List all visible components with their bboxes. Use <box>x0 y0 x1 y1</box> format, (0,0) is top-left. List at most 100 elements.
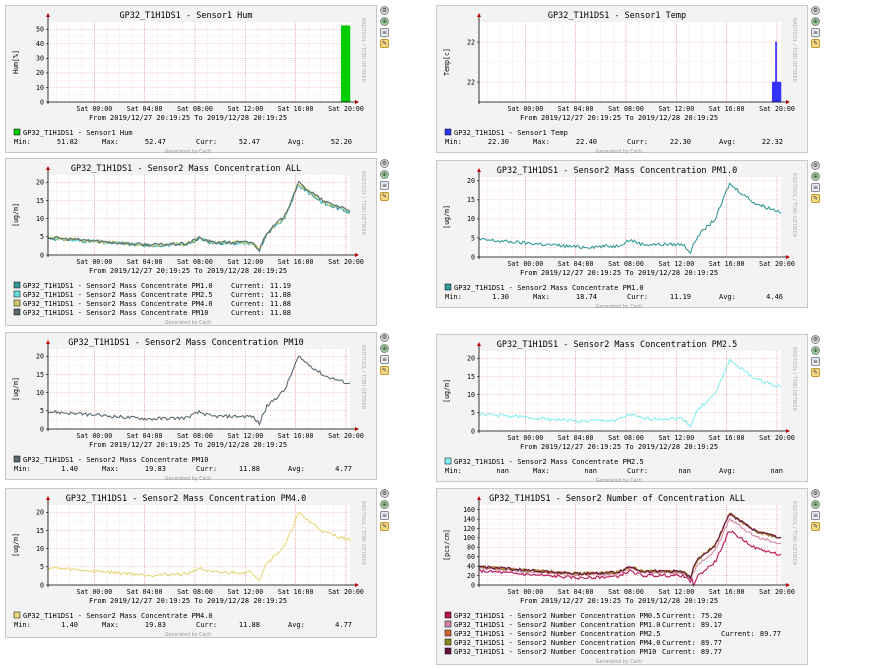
gear-icon[interactable]: ⚙ <box>811 335 820 344</box>
y-tick-label: 20 <box>36 353 44 361</box>
series-line <box>47 355 351 427</box>
legend-swatch <box>444 283 452 291</box>
y-tick-label: 5 <box>471 234 475 242</box>
legend-current-label: Current: <box>231 300 265 308</box>
y-tick-label: 20 <box>467 572 475 580</box>
x-tick-label: Sat 12:00 <box>227 588 263 596</box>
x-tick-label: Sat 00:00 <box>507 434 543 442</box>
graph-hum[interactable]: 0 10 20 30 40 50 Sat 00:00 Sat 04:00 Sat 08:00 Sa… <box>5 5 377 155</box>
gear-icon[interactable]: ⚙ <box>811 161 820 170</box>
legend-name: GP32_T1H1DS1 - Sensor2 Mass Concentrate … <box>454 458 644 466</box>
list-icon[interactable]: ≡ <box>380 511 389 520</box>
y-tick-label: 0 <box>471 427 475 435</box>
gear-icon[interactable]: ⚙ <box>811 6 820 15</box>
y-tick-label: 0 <box>471 253 475 261</box>
y-tick-label: 20 <box>467 177 475 185</box>
graph-mass_pm10[interactable]: 0 5 10 15 20 Sat 00:00 Sat 04:00 Sat 08:00 Sat 1… <box>5 332 377 482</box>
x-axis-arrow <box>355 253 359 257</box>
graph-actions: ⚙ ⊕ ≡ ✎ <box>379 488 391 533</box>
series-line <box>47 180 351 252</box>
x-tick-label: Sat 16:00 <box>278 588 314 596</box>
legend-current-value: 89.17 <box>701 621 722 629</box>
rrdtool-watermark: RRDTOOL / TOBI OETIKER <box>360 345 366 410</box>
edit-icon[interactable]: ✎ <box>811 522 820 531</box>
y-tick-label: 15 <box>36 527 44 535</box>
legend-name: GP32_T1H1DS1 - Sensor1 Hum <box>23 129 133 137</box>
legend-swatch <box>13 290 21 298</box>
list-icon[interactable]: ≡ <box>811 357 820 366</box>
list-icon[interactable]: ≡ <box>380 355 389 364</box>
list-icon[interactable]: ≡ <box>380 181 389 190</box>
x-tick-label: Sat 08:00 <box>608 260 644 268</box>
zoom-icon[interactable]: ⊕ <box>380 500 389 509</box>
legend-stat-label: Curr: <box>627 293 648 301</box>
edit-icon[interactable]: ✎ <box>380 366 389 375</box>
x-tick-label: Sat 12:00 <box>227 432 263 440</box>
edit-icon[interactable]: ✎ <box>811 194 820 203</box>
y-axis-arrow <box>46 340 50 344</box>
legend-stat-value: 4.46 <box>766 293 783 301</box>
gear-icon[interactable]: ⚙ <box>380 333 389 342</box>
edit-icon[interactable]: ✎ <box>380 192 389 201</box>
zoom-icon[interactable]: ⊕ <box>380 344 389 353</box>
legend-current-value: 11.88 <box>270 291 291 299</box>
zoom-icon[interactable]: ⊕ <box>380 17 389 26</box>
legend-stat-label: Avg: <box>719 138 736 146</box>
graph-num_all[interactable]: 0 20 40 60 80 100 120 140 160 Sat 00:00 Sat 04:00 S… <box>436 488 808 665</box>
zoom-icon[interactable]: ⊕ <box>811 17 820 26</box>
y-tick-label: 40 <box>467 562 475 570</box>
legend-stat-value: 22.32 <box>762 138 783 146</box>
list-icon[interactable]: ≡ <box>811 183 820 192</box>
edit-icon[interactable]: ✎ <box>811 39 820 48</box>
plot-area <box>48 349 350 429</box>
legend-stat-value: nan <box>496 467 509 475</box>
list-icon[interactable]: ≡ <box>811 511 820 520</box>
legend-current-value: 11.88 <box>270 300 291 308</box>
gear-icon[interactable]: ⚙ <box>380 6 389 15</box>
gear-icon[interactable]: ⚙ <box>811 489 820 498</box>
legend-stat-value: 4.77 <box>335 621 352 629</box>
x-tick-label: Sat 08:00 <box>608 434 644 442</box>
legend-stat-value: 4.77 <box>335 465 352 473</box>
list-icon[interactable]: ≡ <box>811 28 820 37</box>
zoom-icon[interactable]: ⊕ <box>811 172 820 181</box>
y-tick-label: 100 <box>463 534 475 542</box>
legend-stat-value: 19.83 <box>145 621 166 629</box>
edit-icon[interactable]: ✎ <box>380 522 389 531</box>
y-tick-label: 10 <box>36 545 44 553</box>
graph-actions: ⚙ ⊕ ≡ ✎ <box>810 488 822 533</box>
legend-current-label: Current: <box>231 309 265 317</box>
graph-mass_pm40[interactable]: 0 5 10 15 20 Sat 00:00 Sat 04:00 Sat 08:00 Sat 1… <box>5 488 377 638</box>
chart-svg: 0 5 10 15 20 Sat 00:00 Sat 04:00 Sat 08:00 Sat 1… <box>12 494 366 638</box>
x-tick-label: Sat 12:00 <box>658 260 694 268</box>
legend-swatch <box>13 308 21 316</box>
zoom-icon[interactable]: ⊕ <box>811 500 820 509</box>
y-axis-label: Hum[%] <box>12 50 20 74</box>
graph-temp[interactable]: 22 22 Sat 00:00 Sat 04:00 Sat 08:00 Sat 12:00… <box>436 5 808 155</box>
y-tick-label: 15 <box>36 371 44 379</box>
series-area <box>771 41 782 103</box>
gear-icon[interactable]: ⚙ <box>380 159 389 168</box>
legend-stat-value: 52.47 <box>239 138 260 146</box>
legend-stat-label: Curr: <box>196 138 217 146</box>
x-axis-arrow <box>786 429 790 433</box>
zoom-icon[interactable]: ⊕ <box>380 170 389 179</box>
y-tick-label: 10 <box>36 215 44 223</box>
time-range: From 2019/12/27 20:19:25 To 2019/12/28 2… <box>520 114 718 122</box>
edit-icon[interactable]: ✎ <box>380 39 389 48</box>
zoom-icon[interactable]: ⊕ <box>811 346 820 355</box>
x-tick-label: Sat 16:00 <box>709 588 745 596</box>
graph-mass_pm10p[interactable]: 0 5 10 15 20 Sat 00:00 Sat 04:00 Sat 08:00 Sat 1… <box>436 160 808 310</box>
gear-icon[interactable]: ⚙ <box>380 489 389 498</box>
graph-mass_all[interactable]: 0 5 10 15 20 Sat 00:00 Sat 04:00 Sat 08:00 Sat 1… <box>5 158 377 326</box>
x-tick-label: Sat 20:00 <box>759 105 795 113</box>
x-tick-label: Sat 12:00 <box>658 434 694 442</box>
edit-icon[interactable]: ✎ <box>811 368 820 377</box>
chart-title: GP32_T1H1DS1 - Sensor2 Mass Concentratio… <box>497 340 738 350</box>
y-tick-label: 10 <box>467 215 475 223</box>
legend-current-label: Current: <box>662 612 696 620</box>
graph-mass_pm25[interactable]: 0 5 10 15 20 Sat 00:00 Sat 04:00 Sat 08:00 Sat 1… <box>436 334 808 484</box>
list-icon[interactable]: ≡ <box>380 28 389 37</box>
legend-stat-value: nan <box>584 467 597 475</box>
x-tick-label: Sat 08:00 <box>177 432 213 440</box>
